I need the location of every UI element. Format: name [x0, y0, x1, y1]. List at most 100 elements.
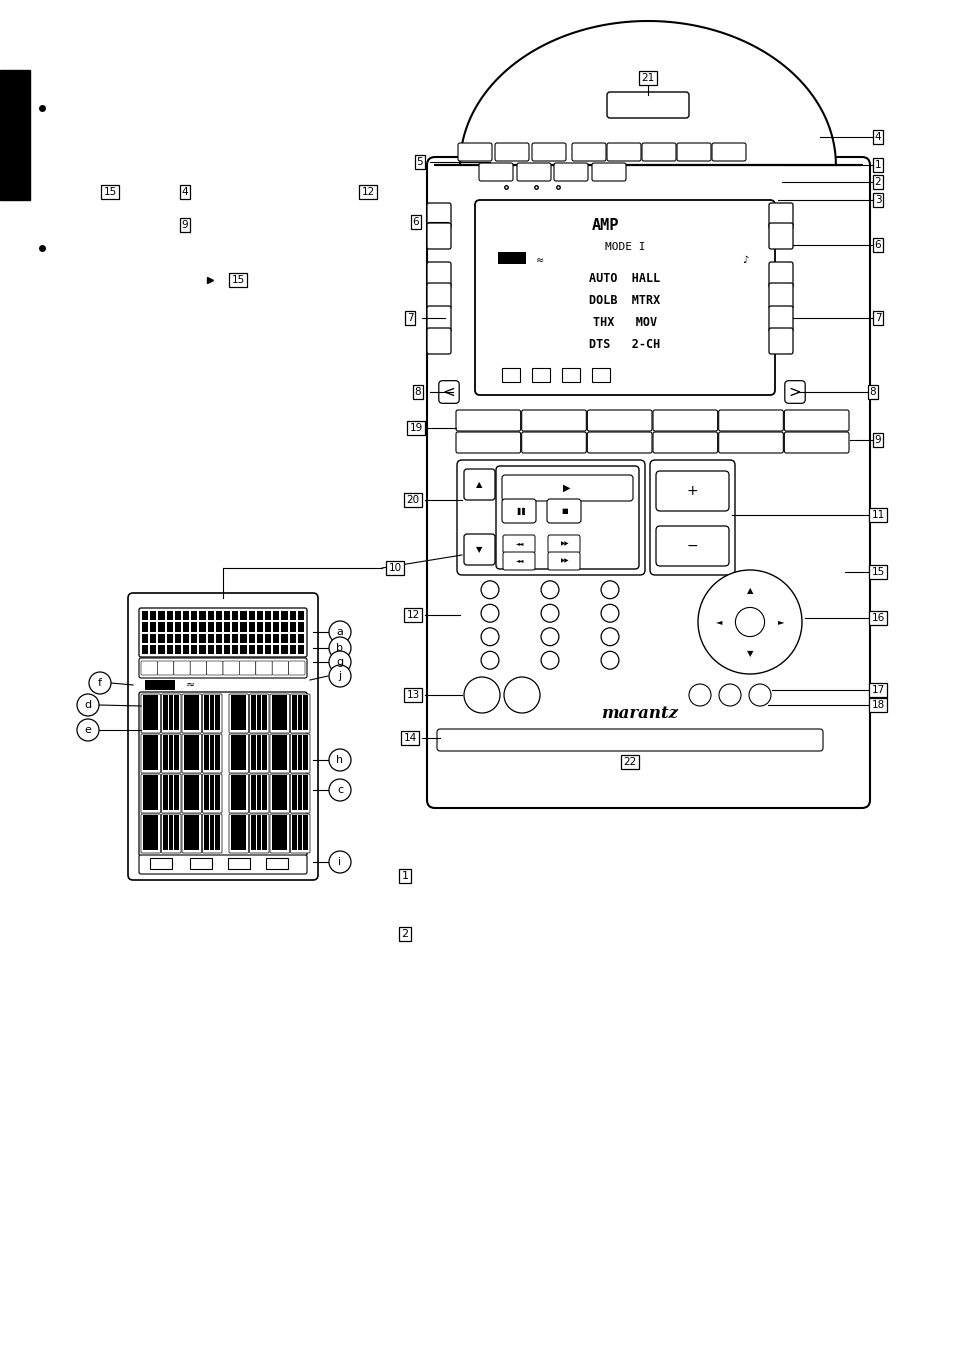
Bar — [240, 644, 246, 654]
Bar — [297, 644, 304, 654]
Bar — [256, 775, 261, 793]
FancyBboxPatch shape — [239, 661, 255, 676]
Bar — [153, 712, 158, 730]
Bar — [290, 623, 295, 631]
Bar — [163, 793, 168, 811]
Bar — [210, 775, 214, 793]
Text: 8: 8 — [869, 386, 876, 397]
Bar — [224, 623, 230, 631]
Bar — [297, 611, 304, 620]
Bar — [194, 775, 199, 793]
FancyBboxPatch shape — [270, 774, 289, 813]
Bar — [277, 793, 282, 811]
Bar — [167, 634, 172, 643]
Bar — [231, 712, 235, 730]
FancyBboxPatch shape — [456, 409, 520, 431]
Circle shape — [329, 638, 351, 659]
Bar — [281, 644, 287, 654]
Bar — [143, 775, 148, 793]
Bar — [293, 694, 297, 712]
Bar — [240, 611, 246, 620]
FancyBboxPatch shape — [768, 282, 792, 309]
Bar — [184, 815, 189, 832]
Text: 22: 22 — [622, 757, 636, 767]
Bar — [252, 753, 256, 770]
Bar — [148, 712, 152, 730]
Text: h: h — [336, 755, 343, 765]
Bar — [150, 623, 156, 631]
Text: 3: 3 — [874, 195, 881, 205]
Bar — [204, 793, 209, 811]
Bar — [143, 735, 148, 753]
Circle shape — [329, 851, 351, 873]
Bar — [173, 753, 178, 770]
Bar — [236, 712, 241, 730]
Text: ▲: ▲ — [746, 586, 753, 596]
Circle shape — [748, 684, 770, 707]
Text: 1: 1 — [874, 159, 881, 170]
FancyBboxPatch shape — [229, 734, 248, 773]
Bar — [266, 858, 288, 869]
Bar — [293, 815, 297, 832]
Bar — [281, 623, 287, 631]
Bar — [293, 775, 297, 793]
FancyBboxPatch shape — [229, 774, 248, 813]
Bar — [249, 644, 254, 654]
Text: MODE I: MODE I — [604, 242, 644, 253]
FancyBboxPatch shape — [501, 499, 536, 523]
Bar — [241, 735, 246, 753]
Bar — [302, 753, 308, 770]
Bar — [236, 793, 241, 811]
FancyBboxPatch shape — [427, 328, 451, 354]
Text: ▼: ▼ — [476, 546, 482, 554]
Bar — [297, 832, 302, 850]
Bar — [302, 793, 308, 811]
Text: g: g — [336, 657, 343, 667]
Text: ▲: ▲ — [476, 481, 482, 489]
Bar — [173, 793, 178, 811]
FancyBboxPatch shape — [656, 471, 728, 511]
Bar — [163, 815, 168, 832]
Bar — [204, 712, 209, 730]
Bar — [208, 623, 213, 631]
Circle shape — [600, 604, 618, 623]
FancyBboxPatch shape — [783, 432, 848, 453]
FancyBboxPatch shape — [139, 692, 307, 857]
Bar — [183, 634, 189, 643]
Bar — [199, 634, 206, 643]
Bar — [293, 735, 297, 753]
FancyBboxPatch shape — [291, 734, 310, 773]
Text: AUTO  HALL: AUTO HALL — [589, 272, 659, 285]
Bar — [191, 623, 197, 631]
Bar — [252, 832, 256, 850]
FancyBboxPatch shape — [456, 432, 520, 453]
Bar — [150, 858, 172, 869]
Bar — [236, 735, 241, 753]
FancyBboxPatch shape — [427, 223, 451, 249]
Bar — [153, 735, 158, 753]
FancyBboxPatch shape — [182, 694, 201, 734]
Bar — [232, 644, 238, 654]
Circle shape — [480, 651, 498, 669]
Bar — [169, 735, 173, 753]
Bar — [163, 735, 168, 753]
Bar — [210, 712, 214, 730]
FancyBboxPatch shape — [173, 661, 190, 676]
Bar — [265, 634, 271, 643]
Bar — [163, 694, 168, 712]
Text: DOLB  MTRX: DOLB MTRX — [589, 293, 659, 307]
Bar — [281, 634, 287, 643]
Text: ≈: ≈ — [536, 255, 543, 265]
Text: 10: 10 — [388, 563, 401, 573]
Bar — [293, 832, 297, 850]
FancyBboxPatch shape — [768, 305, 792, 332]
FancyBboxPatch shape — [270, 734, 289, 773]
FancyBboxPatch shape — [161, 734, 181, 773]
FancyBboxPatch shape — [289, 661, 305, 676]
FancyBboxPatch shape — [427, 282, 451, 309]
FancyBboxPatch shape — [496, 466, 639, 569]
FancyBboxPatch shape — [202, 774, 222, 813]
Text: 9: 9 — [181, 220, 188, 230]
Bar — [302, 694, 308, 712]
Text: AMP: AMP — [591, 218, 618, 232]
